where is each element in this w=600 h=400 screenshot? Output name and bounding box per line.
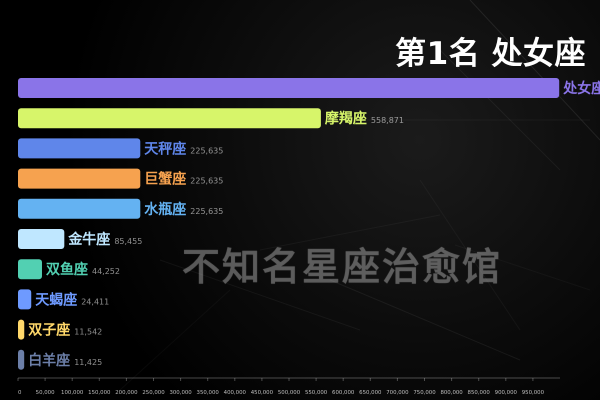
x-axis-tick-label-13: 650,000	[359, 390, 382, 396]
category-label-2: 摩羯座	[325, 110, 367, 127]
x-axis-tick-label-10: 500,000	[278, 390, 301, 396]
category-label-10: 白羊座	[28, 352, 70, 369]
x-axis-tick-label-6: 300,000	[169, 390, 192, 396]
bar-5	[18, 198, 141, 219]
x-axis-tick-label-4: 200,000	[115, 390, 138, 396]
category-label-3: 天秤座	[144, 140, 186, 157]
bar-4	[18, 168, 141, 189]
value-label-2: 558,871	[371, 116, 404, 125]
value-label-4: 225,635	[190, 177, 223, 186]
value-label-3: 225,635	[190, 146, 223, 155]
category-label-8: 天蝎座	[35, 291, 77, 308]
x-axis-tick-label-0: 0	[18, 390, 22, 396]
bar-6	[18, 229, 65, 249]
bar-2	[18, 108, 321, 129]
category-label-4: 巨蟹座	[144, 171, 186, 188]
category-label-5: 水瓶座	[144, 201, 186, 218]
x-axis-tick-label-16: 800,000	[440, 390, 463, 396]
x-axis-tick-label-15: 750,000	[413, 390, 436, 396]
x-axis-tick-label-11: 550,000	[305, 390, 328, 396]
x-axis-tick-label-12: 600,000	[332, 390, 355, 396]
chart-title: 第1名 处女座	[395, 36, 586, 72]
value-label-10: 11,425	[74, 358, 102, 367]
category-label-9: 双子座	[28, 322, 70, 339]
value-label-9: 11,542	[74, 328, 102, 337]
value-label-6: 85,455	[114, 237, 142, 246]
bar-9	[18, 319, 25, 340]
x-axis-tick-label-14: 700,000	[386, 390, 409, 396]
category-label-1: 处女座	[562, 80, 600, 97]
x-axis-tick-label-9: 450,000	[251, 390, 274, 396]
bar-8	[18, 289, 32, 310]
category-label-6: 金牛座	[67, 231, 110, 248]
x-axis-tick-label-2: 100,000	[61, 390, 84, 396]
x-axis-tick-label-3: 150,000	[88, 390, 111, 396]
bar-1	[18, 78, 560, 98]
x-axis-tick-label-8: 400,000	[224, 390, 247, 396]
x-axis-tick-label-5: 250,000	[142, 390, 165, 396]
value-label-5: 225,635	[190, 207, 223, 216]
x-axis-tick-label-19: 950,000	[522, 390, 545, 396]
x-axis-tick-label-1: 50,000	[36, 390, 55, 396]
bar-10	[18, 349, 25, 370]
x-axis-tick-label-17: 850,000	[468, 390, 491, 396]
bar-7	[18, 259, 42, 280]
category-label-7: 双鱼座	[46, 261, 88, 278]
watermark-text: 不知名星座治愈馆	[182, 245, 503, 289]
value-label-7: 44,252	[92, 267, 120, 276]
value-label-8: 24,411	[81, 297, 109, 306]
x-axis-tick-label-18: 900,000	[495, 390, 518, 396]
x-axis-tick-label-7: 350,000	[197, 390, 220, 396]
bar-3	[18, 138, 141, 159]
